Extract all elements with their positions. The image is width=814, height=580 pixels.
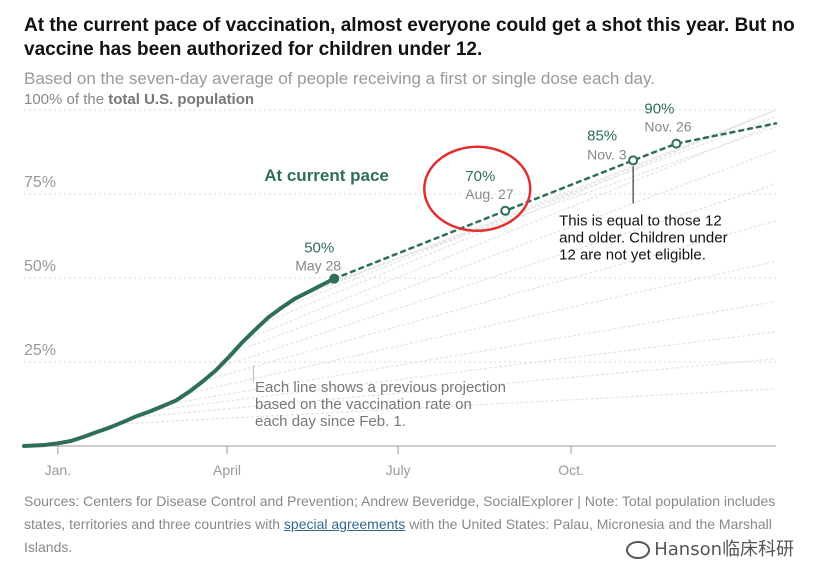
y-tick-label: 25%	[24, 342, 56, 359]
previous-projection-line	[204, 220, 777, 382]
milestone-date: Aug. 27	[465, 186, 513, 202]
vaccination-chart: 100% of the total U.S. population 75% 50% 2…	[22, 91, 778, 478]
milestone-percent: 90%	[644, 101, 674, 118]
eligibility-note-line: and older. Children under	[559, 229, 727, 246]
previous-projection-line	[234, 149, 777, 353]
previous-projection-line	[247, 122, 777, 340]
highlight-circle	[423, 145, 532, 233]
y-axis-title: 100% of the total U.S. population	[24, 91, 254, 108]
x-tick-label: Oct.	[558, 462, 584, 478]
previous-projection-line	[116, 388, 777, 425]
previous-projection-line	[320, 126, 777, 286]
series	[22, 122, 778, 448]
milestone-date: Nov. 26	[644, 119, 691, 135]
chart-subtitle: Based on the seven-day average of people…	[24, 69, 655, 88]
previous-projection-line	[132, 358, 777, 419]
previous-projections	[116, 109, 777, 425]
chart-title: At the current pace of vaccination, almo…	[24, 15, 795, 60]
y-axis-title-prefix: 100% of the	[24, 91, 108, 108]
sources-note: Sources: Centers for Disease Control and…	[24, 490, 784, 559]
milestone-marker	[671, 138, 682, 149]
milestone-percent: 50%	[304, 240, 334, 257]
previous-projection-line	[292, 109, 777, 301]
previous-projection-line	[262, 109, 777, 324]
annotations: At current pace 50%May 28 70%Aug. 27 85% Nov…	[252, 101, 728, 430]
milestone-date: Nov. 3	[587, 146, 627, 162]
milestone-date: May 28	[295, 258, 341, 274]
milestone-percent: 70%	[465, 168, 495, 185]
previous-projection-line	[185, 260, 777, 395]
x-axis: Jan. April July Oct.	[24, 445, 776, 478]
sources-text: Sources: Centers for Disease Control and…	[24, 493, 776, 532]
sources-text-end: with the United States: Palau, Micronesi…	[24, 516, 772, 555]
y-tick-label: 75%	[24, 174, 56, 191]
series-label: At current pace	[264, 166, 389, 185]
projection-note-line: each day since Feb. 1.	[255, 413, 406, 430]
actual-vaccination-line	[22, 276, 337, 448]
special-agreements-link[interactable]: special agreements	[283, 516, 406, 532]
previous-projection-line	[219, 183, 777, 368]
watermark: Hanson临床科研	[626, 535, 794, 561]
eligibility-note-line: This is equal to those 12	[559, 212, 722, 229]
milestone-marker	[500, 205, 511, 216]
milestone-marker	[628, 155, 639, 166]
previous-projection-line	[277, 109, 777, 311]
gridlines: 100% of the total U.S. population 75% 50% 2…	[24, 91, 776, 363]
x-tick-label: April	[213, 462, 241, 478]
milestone-percent: 85%	[587, 127, 617, 144]
previous-projection-line	[307, 116, 777, 293]
x-tick-label: July	[386, 462, 411, 478]
watermark-text: Hanson临床科研	[654, 539, 794, 560]
x-tick-label: Jan.	[45, 462, 71, 478]
milestone-marker	[329, 273, 340, 284]
projection-note-line: based on the vaccination rate on	[255, 396, 472, 413]
projection-line	[332, 122, 778, 280]
projection-note-line: Each line shows a previous projection	[255, 379, 506, 396]
eligibility-note-line: 12 are not yet eligible.	[559, 246, 706, 263]
wechat-logo-icon	[626, 541, 651, 559]
y-axis-title-bold: total U.S. population	[108, 91, 254, 108]
y-tick-label: 50%	[24, 258, 56, 275]
previous-projection-line	[168, 300, 777, 405]
